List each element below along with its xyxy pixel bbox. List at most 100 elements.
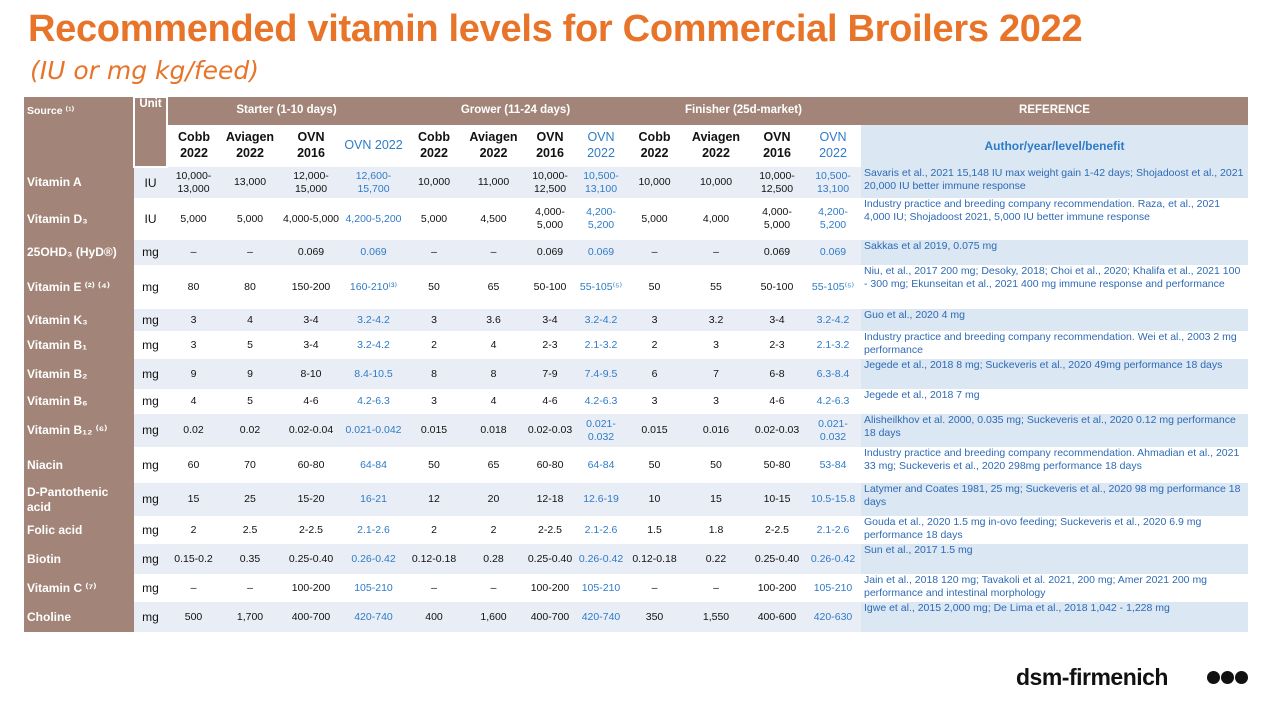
value-cell: 53-84	[805, 447, 861, 483]
value-cell: –	[405, 574, 463, 602]
value-cell: 50-100	[524, 265, 576, 309]
value-cell: 2	[626, 331, 683, 359]
value-cell: 150-200	[280, 265, 342, 309]
value-cell: 3.2-4.2	[342, 331, 405, 359]
unit-cell: mg	[134, 240, 167, 265]
value-cell: 12,600-15,700	[342, 167, 405, 198]
vitamin-name: Vitamin A	[24, 167, 134, 198]
header-sub-0: Cobb 2022	[167, 125, 220, 167]
value-cell: 5,000	[405, 198, 463, 240]
value-cell: 3.2	[683, 309, 749, 331]
reference-cell: Industry practice and breeding company r…	[861, 331, 1248, 359]
unit-cell: IU	[134, 167, 167, 198]
vitamin-name: Vitamin C ⁽⁷⁾	[24, 574, 134, 602]
value-cell: 3.2-4.2	[576, 309, 626, 331]
value-cell: 4-6	[524, 389, 576, 414]
value-cell: 16-21	[342, 483, 405, 516]
header-sub-2: OVN 2016	[280, 125, 342, 167]
value-cell: 5	[220, 389, 280, 414]
value-cell: 0.021-0.042	[342, 414, 405, 447]
value-cell: 15	[683, 483, 749, 516]
value-cell: 3	[626, 309, 683, 331]
value-cell: 2	[405, 331, 463, 359]
value-cell: 5,000	[167, 198, 220, 240]
value-cell: 2	[167, 516, 220, 544]
vitamin-name: Vitamin B₁₂ ⁽⁶⁾	[24, 414, 134, 447]
value-cell: 3.6	[463, 309, 524, 331]
value-cell: 2-3	[749, 331, 805, 359]
value-cell: 1,600	[463, 602, 524, 632]
value-cell: –	[463, 574, 524, 602]
value-cell: 1.5	[626, 516, 683, 544]
value-cell: 4	[463, 389, 524, 414]
value-cell: 0.069	[805, 240, 861, 265]
vitamin-name: Vitamin K₃	[24, 309, 134, 331]
value-cell: 7.4-9.5	[576, 359, 626, 389]
value-cell: 2.5	[220, 516, 280, 544]
reference-cell: Sakkas et al 2019, 0.075 mg	[861, 240, 1248, 265]
vitamin-name: Vitamin B₁	[24, 331, 134, 359]
value-cell: 10.5-15.8	[805, 483, 861, 516]
value-cell: 105-210	[805, 574, 861, 602]
value-cell: 50	[626, 265, 683, 309]
value-cell: 3	[683, 331, 749, 359]
unit-cell: mg	[134, 389, 167, 414]
unit-cell: mg	[134, 483, 167, 516]
header-sub-3: OVN 2022	[342, 125, 405, 167]
value-cell: –	[220, 240, 280, 265]
value-cell: 4	[463, 331, 524, 359]
value-cell: 7	[683, 359, 749, 389]
value-cell: 0.021-0.032	[805, 414, 861, 447]
value-cell: 4,000-5,000	[749, 198, 805, 240]
value-cell: 2	[405, 516, 463, 544]
value-cell: 65	[463, 265, 524, 309]
value-cell: 13,000	[220, 167, 280, 198]
value-cell: 4,200-5,200	[805, 198, 861, 240]
value-cell: 160-210⁽³⁾	[342, 265, 405, 309]
value-cell: 4,500	[463, 198, 524, 240]
value-cell: 55-105⁽⁵⁾	[576, 265, 626, 309]
value-cell: 65	[463, 447, 524, 483]
value-cell: 10,500-13,100	[576, 167, 626, 198]
value-cell: 2-2.5	[749, 516, 805, 544]
value-cell: 5,000	[626, 198, 683, 240]
table-row: Vitamin B₆ mg 4 5 4-6 4.2-6.3 3 4 4-6 4.2-6.3 3 3 4-…	[24, 389, 1248, 414]
header-starter: Starter (1-10 days)	[167, 97, 405, 125]
value-cell: –	[405, 240, 463, 265]
vitamin-name: 25OHD₃ (HyD®)	[24, 240, 134, 265]
value-cell: 10,000-13,000	[167, 167, 220, 198]
value-cell: 0.018	[463, 414, 524, 447]
value-cell: 0.12-0.18	[626, 544, 683, 574]
brand-logo-text: dsm-firmenich	[1016, 664, 1168, 690]
value-cell: –	[220, 574, 280, 602]
value-cell: 6.3-8.4	[805, 359, 861, 389]
value-cell: 10,000-12,500	[749, 167, 805, 198]
unit-cell: mg	[134, 359, 167, 389]
value-cell: 12,000-15,000	[280, 167, 342, 198]
value-cell: 20	[463, 483, 524, 516]
table-row: Folic acid mg 2 2.5 2-2.5 2.1-2.6 2 2 2-2.5 2.1-2…	[24, 516, 1248, 544]
reference-cell: Industry practice and breeding company r…	[861, 447, 1248, 483]
value-cell: 0.02-0.03	[749, 414, 805, 447]
value-cell: 25	[220, 483, 280, 516]
brand-dots-icon	[1207, 671, 1251, 687]
value-cell: 2.1-3.2	[576, 331, 626, 359]
value-cell: 0.26-0.42	[805, 544, 861, 574]
value-cell: 0.069	[280, 240, 342, 265]
value-cell: 2	[463, 516, 524, 544]
vitamin-name: Biotin	[24, 544, 134, 574]
table-row: Choline mg 500 1,700 400-700 420-740 400 1,600 4…	[24, 602, 1248, 632]
reference-cell: Igwe et al., 2015 2,000 mg; De Lima et a…	[861, 602, 1248, 632]
value-cell: 0.02-0.03	[524, 414, 576, 447]
header-sub-10: OVN 2016	[749, 125, 805, 167]
value-cell: 3.2-4.2	[805, 309, 861, 331]
value-cell: 100-200	[280, 574, 342, 602]
value-cell: 55-105⁽⁵⁾	[805, 265, 861, 309]
value-cell: 4	[220, 309, 280, 331]
value-cell: –	[683, 574, 749, 602]
reference-cell: Jain et al., 2018 120 mg; Tavakoli et al…	[861, 574, 1248, 602]
vitamin-name: Vitamin E ⁽²⁾ ⁽⁴⁾	[24, 265, 134, 309]
value-cell: 105-210	[576, 574, 626, 602]
value-cell: 60-80	[524, 447, 576, 483]
unit-cell: mg	[134, 414, 167, 447]
